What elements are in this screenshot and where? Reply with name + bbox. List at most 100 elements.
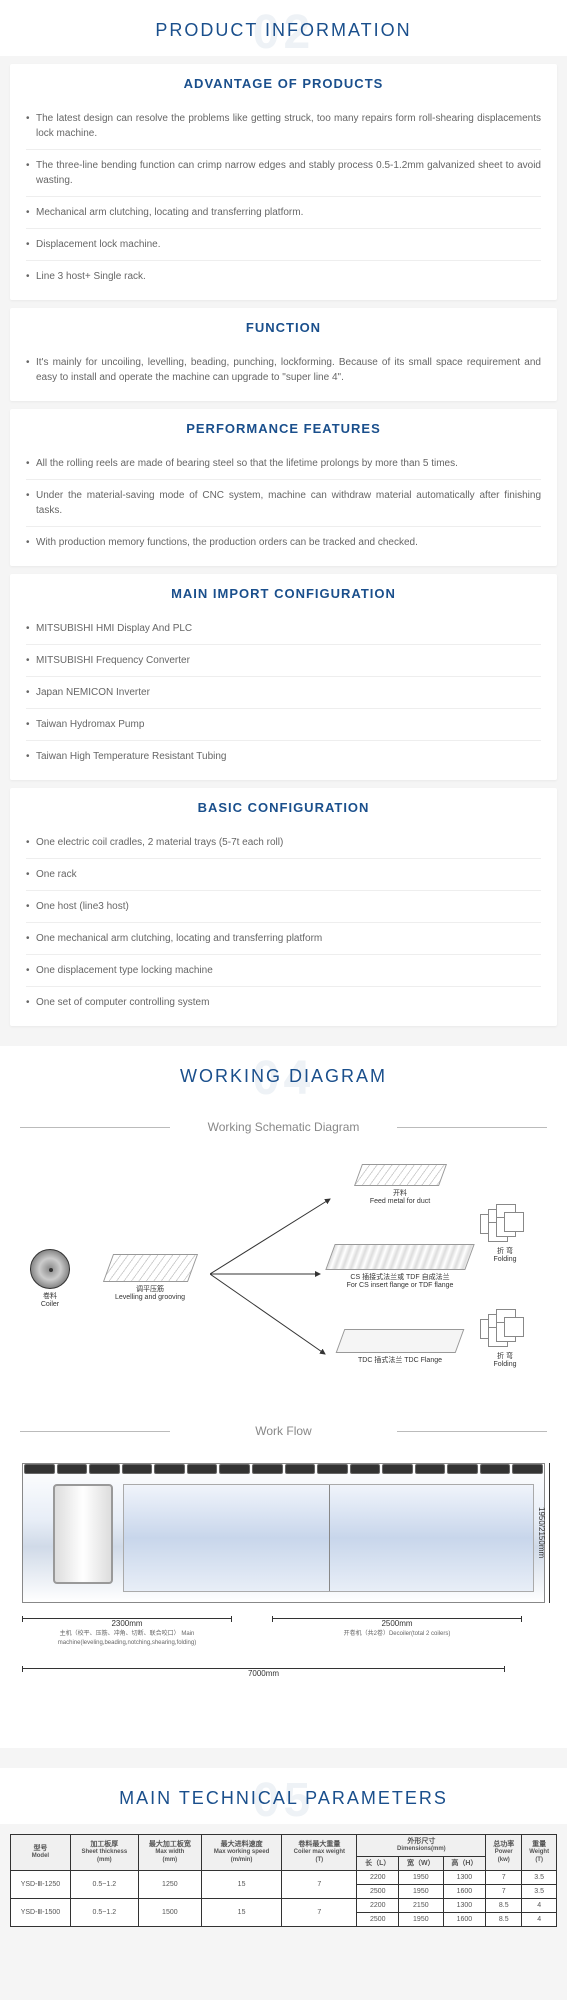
col-dims: 外形尺寸Dimensions(mm)	[357, 1835, 486, 1857]
folding-node-2: 折 弯Folding	[475, 1309, 535, 1370]
table-row: YSD-Ⅲ-15000.5~1.215001572200215013008.54	[11, 1899, 557, 1913]
importcfg-list: MITSUBISHI HMI Display And PLCMITSUBISHI…	[26, 613, 541, 772]
list-item: Taiwan High Temperature Resistant Tubing	[26, 741, 541, 772]
dim-2300: 2300mm主机（校平、压筋、冲角、切断、联合咬口） Main machine(…	[22, 1618, 232, 1646]
list-item: The latest design can resolve the proble…	[26, 103, 541, 150]
schematic-label: Working Schematic Diagram	[0, 1120, 567, 1134]
cell-dim: 1600	[443, 1885, 486, 1899]
table-row: YSD-Ⅲ-12500.5~1.2125015722001950130073.5	[11, 1870, 557, 1884]
cell-weight: 3.5	[522, 1870, 557, 1884]
list-item: Under the material-saving mode of CNC sy…	[26, 480, 541, 527]
list-item: One rack	[26, 859, 541, 891]
function-title: FUNCTION	[26, 320, 541, 335]
list-item: Mechanical arm clutching, locating and t…	[26, 197, 541, 229]
col-model: 型号Model	[11, 1835, 71, 1871]
diagram-section: Working Schematic Diagram 卷料Coiler 调平压筋L…	[0, 1102, 567, 1748]
parameters-table: 型号Model 加工板厚Sheet thickness(mm) 最大加工板宽Ma…	[10, 1834, 557, 1927]
cell-width: 1500	[138, 1899, 201, 1927]
list-item: One mechanical arm clutching, locating a…	[26, 923, 541, 955]
col-L: 长（L）	[357, 1856, 399, 1870]
cell-model: YSD-Ⅲ-1500	[11, 1899, 71, 1927]
col-thickness: 加工板厚Sheet thickness(mm)	[70, 1835, 138, 1871]
cell-power: 7	[486, 1885, 522, 1899]
working-diagram-title: WORKING DIAGRAM	[0, 1066, 567, 1087]
cell-dim: 1950	[399, 1913, 444, 1927]
performance-title: PERFORMANCE FEATURES	[26, 421, 541, 436]
list-item: It's mainly for uncoiling, levelling, be…	[26, 347, 541, 393]
performance-list: All the rolling reels are made of bearin…	[26, 448, 541, 558]
cell-thick: 0.5~1.2	[70, 1870, 138, 1898]
col-coiler: 卷料最大重量Coiler max weight(T)	[282, 1835, 357, 1871]
cell-dim: 1300	[443, 1870, 486, 1884]
cell-dim: 2500	[357, 1885, 399, 1899]
coiler-node: 卷料Coiler	[20, 1249, 80, 1310]
params-header: 05 MAIN TECHNICAL PARAMETERS	[0, 1768, 567, 1824]
importcfg-title: MAIN IMPORT CONFIGURATION	[26, 586, 541, 601]
col-H: 高（H）	[443, 1856, 486, 1870]
table-header: 型号Model 加工板厚Sheet thickness(mm) 最大加工板宽Ma…	[11, 1835, 557, 1871]
cell-coiler: 7	[282, 1870, 357, 1898]
col-weight: 重量Weight(T)	[522, 1835, 557, 1871]
list-item: One set of computer controlling system	[26, 987, 541, 1018]
basiccfg-list: One electric coil cradles, 2 material tr…	[26, 827, 541, 1018]
list-item: Displacement lock machine.	[26, 229, 541, 261]
workflow-diagram: 2300mm主机（校平、压筋、冲角、切断、联合咬口） Main machine(…	[12, 1453, 555, 1713]
schematic-diagram: 卷料Coiler 调平压筋Levelling and grooving 开料Fe…	[20, 1149, 547, 1409]
col-W: 宽（W）	[399, 1856, 444, 1870]
list-item: Japan NEMICON Inverter	[26, 677, 541, 709]
dim-7000: 7000mm	[22, 1668, 505, 1678]
cell-weight: 4	[522, 1913, 557, 1927]
function-list: It's mainly for uncoiling, levelling, be…	[26, 347, 541, 393]
col-speed: 最大进料速度Max working speed(m/min)	[201, 1835, 281, 1871]
params-title: MAIN TECHNICAL PARAMETERS	[0, 1788, 567, 1809]
cell-speed: 15	[201, 1899, 281, 1927]
machine-drawing	[22, 1463, 545, 1603]
cell-dim: 2500	[357, 1913, 399, 1927]
col-width: 最大加工板宽Max width(mm)	[138, 1835, 201, 1871]
cell-thick: 0.5~1.2	[70, 1899, 138, 1927]
workflow-label: Work Flow	[0, 1424, 567, 1438]
importcfg-card: MAIN IMPORT CONFIGURATION MITSUBISHI HMI …	[10, 574, 557, 780]
list-item: The three-line bending function can crim…	[26, 150, 541, 197]
list-item: All the rolling reels are made of bearin…	[26, 448, 541, 480]
cell-dim: 1300	[443, 1899, 486, 1913]
advantage-list: The latest design can resolve the proble…	[26, 103, 541, 292]
product-info-title: PRODUCT INFORMATION	[0, 20, 567, 41]
basiccfg-card: BASIC CONFIGURATION One electric coil cra…	[10, 788, 557, 1026]
list-item: One displacement type locking machine	[26, 955, 541, 987]
levelling-node: 调平压筋Levelling and grooving	[105, 1254, 195, 1303]
cell-power: 7	[486, 1870, 522, 1884]
feed-node: 开料Feed metal for duct	[340, 1164, 460, 1207]
list-item: With production memory functions, the pr…	[26, 527, 541, 558]
cell-dim: 2200	[357, 1870, 399, 1884]
performance-card: PERFORMANCE FEATURES All the rolling reel…	[10, 409, 557, 566]
cell-dim: 1950	[399, 1870, 444, 1884]
cell-weight: 3.5	[522, 1885, 557, 1899]
list-item: MITSUBISHI Frequency Converter	[26, 645, 541, 677]
cell-dim: 2200	[357, 1899, 399, 1913]
list-item: One electric coil cradles, 2 material tr…	[26, 827, 541, 859]
cell-coiler: 7	[282, 1899, 357, 1927]
table-body: YSD-Ⅲ-12500.5~1.2125015722001950130073.5…	[11, 1870, 557, 1926]
tdc-flange-node: TDC 插式法兰 TDC Flange	[330, 1329, 470, 1365]
cell-weight: 4	[522, 1899, 557, 1913]
folding-node-1: 折 弯Folding	[475, 1204, 535, 1265]
cell-width: 1250	[138, 1870, 201, 1898]
advantage-card: ADVANTAGE OF PRODUCTS The latest design c…	[10, 64, 557, 300]
cell-power: 8.5	[486, 1913, 522, 1927]
basiccfg-title: BASIC CONFIGURATION	[26, 800, 541, 815]
function-card: FUNCTION It's mainly for uncoiling, level…	[10, 308, 557, 401]
dim-2500: 2500mm开卷机（共2卷）Decoiler(total 2 coilers)	[272, 1618, 522, 1637]
cell-speed: 15	[201, 1870, 281, 1898]
cell-model: YSD-Ⅲ-1250	[11, 1870, 71, 1898]
cell-dim: 2150	[399, 1899, 444, 1913]
list-item: One host (line3 host)	[26, 891, 541, 923]
cell-power: 8.5	[486, 1899, 522, 1913]
list-item: Line 3 host+ Single rack.	[26, 261, 541, 292]
cell-dim: 1600	[443, 1913, 486, 1927]
product-info-header: 02 PRODUCT INFORMATION	[0, 0, 567, 56]
cs-flange-node: CS 插接式法兰或 TDF 自成法兰For CS insert flange o…	[320, 1244, 480, 1291]
working-diagram-header: 04 WORKING DIAGRAM	[0, 1046, 567, 1102]
advantage-title: ADVANTAGE OF PRODUCTS	[26, 76, 541, 91]
col-power: 总功率Power(kw)	[486, 1835, 522, 1871]
